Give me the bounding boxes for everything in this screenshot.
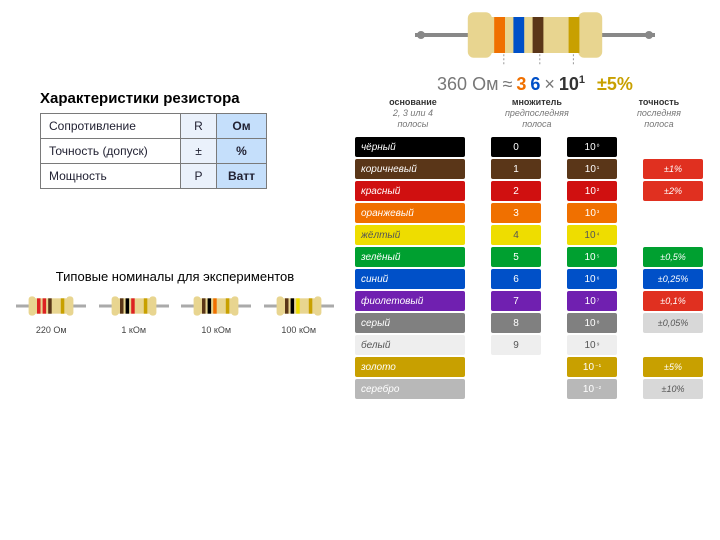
formula-base: 101 (559, 74, 585, 95)
color-tol: ±0,05% (643, 313, 703, 333)
color-name: оранжевый (355, 203, 465, 223)
formula-mul: × (544, 74, 555, 95)
resistor-item: 10 кОм (181, 294, 251, 335)
left-column: Характеристики резистора СопротивлениеRО… (10, 90, 340, 335)
color-row: жёлтый 4 10⁴ (355, 225, 715, 245)
color-digit: 9 (491, 335, 541, 355)
color-tol: ±0,5% (643, 247, 703, 267)
color-tol: ±0,25% (643, 269, 703, 289)
color-tol: ±0,1% (643, 291, 703, 311)
color-name: красный (355, 181, 465, 201)
color-name: синий (355, 269, 465, 289)
typical-title: Типовые номиналы для экспериментов (10, 269, 340, 284)
formula-tol: ±5% (597, 74, 633, 95)
char-symbol: R (181, 114, 217, 139)
color-name: чёрный (355, 137, 465, 157)
color-row: красный 2 10² ±2% (355, 181, 715, 201)
color-mult: 10⁹ (567, 335, 617, 355)
color-row: фиолетовый 7 10⁷ ±0,1% (355, 291, 715, 311)
color-tol: ±1% (643, 159, 703, 179)
color-name: зелёный (355, 247, 465, 267)
color-name: белый (355, 335, 465, 355)
color-digit: 1 (491, 159, 541, 179)
color-tol: ±10% (643, 379, 703, 399)
color-mult: 10⁻² (567, 379, 617, 399)
color-digit: 8 (491, 313, 541, 333)
color-name: жёлтый (355, 225, 465, 245)
formula-d1: 3 (516, 74, 526, 95)
color-digit: 5 (491, 247, 541, 267)
resistor-illustration (355, 5, 715, 70)
legend-item: основание2, 3 или 4полосы (389, 97, 437, 129)
color-digit: 4 (491, 225, 541, 245)
resistor-item: 1 кОм (99, 294, 169, 335)
char-label: Точность (допуск) (41, 139, 181, 164)
color-row: зелёный 5 10⁵ ±0,5% (355, 247, 715, 267)
color-code-table: чёрный 0 10⁰ коричневый 1 10¹ ±1% красный 2 10² ±2… (355, 137, 715, 399)
table-row: СопротивлениеRОм (41, 114, 267, 139)
char-unit: Ом (217, 114, 267, 139)
formula-row: 360 Ом ≈ 3 6 × 101 ±5% (355, 74, 715, 95)
color-name: серебро (355, 379, 465, 399)
color-name: серый (355, 313, 465, 333)
color-name: фиолетовый (355, 291, 465, 311)
color-mult: 10¹ (567, 159, 617, 179)
color-row: серебро 10⁻² ±10% (355, 379, 715, 399)
resistor-label: 1 кОм (99, 325, 169, 335)
color-mult: 10⁸ (567, 313, 617, 333)
color-mult: 10⁰ (567, 137, 617, 157)
color-digit: 3 (491, 203, 541, 223)
color-row: чёрный 0 10⁰ (355, 137, 715, 157)
characteristics-title: Характеристики резистора (40, 90, 340, 107)
resistor-icon (181, 294, 251, 323)
color-mult: 10⁷ (567, 291, 617, 311)
color-mult: 10⁻¹ (567, 357, 617, 377)
color-name: коричневый (355, 159, 465, 179)
color-tol: ±2% (643, 181, 703, 201)
color-row: оранжевый 3 10³ (355, 203, 715, 223)
characteristics-table: СопротивлениеRОмТочность (допуск)±%Мощно… (40, 113, 267, 189)
color-digit: 2 (491, 181, 541, 201)
char-label: Сопротивление (41, 114, 181, 139)
color-mult: 10⁵ (567, 247, 617, 267)
resistor-label: 100 кОм (264, 325, 334, 335)
legend-item: множительпредпоследняяполоса (505, 97, 569, 129)
char-symbol: P (181, 164, 217, 189)
formula-value: 360 Ом (437, 74, 498, 95)
color-digit: 6 (491, 269, 541, 289)
color-digit: 7 (491, 291, 541, 311)
resistor-item: 220 Ом (16, 294, 86, 335)
color-mult: 10⁶ (567, 269, 617, 289)
resistor-icon (264, 294, 334, 323)
char-symbol: ± (181, 139, 217, 164)
color-row: золото 10⁻¹ ±5% (355, 357, 715, 377)
right-column: 360 Ом ≈ 3 6 × 101 ±5% основание2, 3 или… (355, 5, 715, 401)
resistor-icon (99, 294, 169, 323)
color-tol: ±5% (643, 357, 703, 377)
color-mult: 10² (567, 181, 617, 201)
formula-d2: 6 (530, 74, 540, 95)
table-row: МощностьPВатт (41, 164, 267, 189)
table-row: Точность (допуск)±% (41, 139, 267, 164)
resistor-item: 100 кОм (264, 294, 334, 335)
color-name: золото (355, 357, 465, 377)
legend-row: основание2, 3 или 4полосы множительпредпо… (355, 97, 715, 129)
resistor-icon (16, 294, 86, 323)
typical-resistors-row: 220 Ом 1 кОм 10 кОм 100 кОм (10, 294, 340, 335)
resistor-label: 10 кОм (181, 325, 251, 335)
color-row: серый 8 10⁸ ±0,05% (355, 313, 715, 333)
color-digit: 0 (491, 137, 541, 157)
color-mult: 10³ (567, 203, 617, 223)
formula-approx: ≈ (502, 74, 512, 95)
char-label: Мощность (41, 164, 181, 189)
color-row: белый 9 10⁹ (355, 335, 715, 355)
color-row: синий 6 10⁶ ±0,25% (355, 269, 715, 289)
legend-item: точностьпоследняяполоса (637, 97, 681, 129)
color-row: коричневый 1 10¹ ±1% (355, 159, 715, 179)
char-unit: Ватт (217, 164, 267, 189)
char-unit: % (217, 139, 267, 164)
color-mult: 10⁴ (567, 225, 617, 245)
resistor-label: 220 Ом (16, 325, 86, 335)
